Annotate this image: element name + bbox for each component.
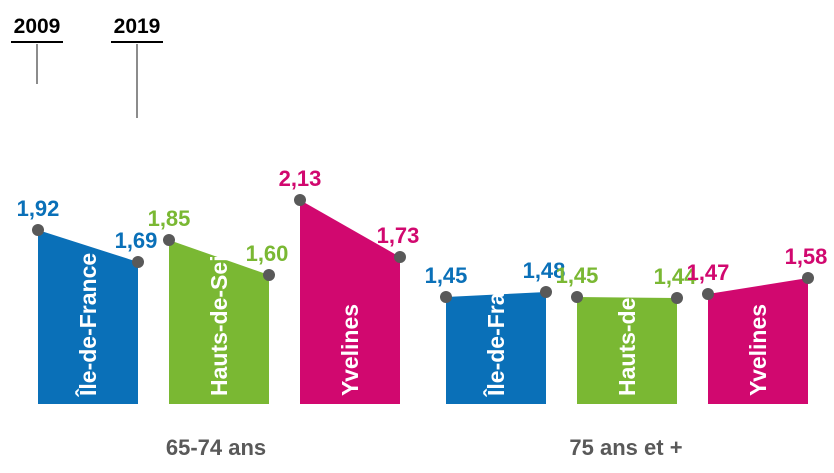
bar-75-ans-et-ile-de-france (446, 292, 546, 404)
bar-label-75-ans-et-ile-de-france: Île-de-France (482, 253, 509, 397)
marker-65-74-ans-yvelines-2019 (394, 251, 406, 263)
bars-layer (32, 194, 814, 404)
marker-65-74-ans-hauts-de-seine-2019 (263, 269, 275, 281)
value-label-75-ans-et-ile-de-france-2019: 1,48 (523, 258, 566, 283)
value-label-75-ans-et-yvelines-2019: 1,58 (785, 244, 828, 269)
value-label-65-74-ans-ile-de-france-2009: 1,92 (17, 196, 60, 221)
bar-label-65-74-ans-ile-de-france: Île-de-France (74, 253, 101, 397)
value-label-75-ans-et-hauts-de-seine-2019: 1,44 (654, 264, 698, 289)
bar-65-74-ans-ile-de-france (38, 230, 138, 404)
marker-65-74-ans-yvelines-2009 (294, 194, 306, 206)
marker-75-ans-et-ile-de-france-2019 (540, 286, 552, 298)
value-label-65-74-ans-hauts-de-seine-2019: 1,60 (246, 241, 289, 266)
value-label-75-ans-et-yvelines-2009: 1,47 (687, 260, 730, 285)
group-label-65-74-ans: 65-74 ans (166, 435, 266, 460)
value-label-65-74-ans-ile-de-france-2019: 1,69 (115, 228, 158, 253)
value-label-65-74-ans-hauts-de-seine-2009: 1,85 (148, 206, 191, 231)
marker-65-74-ans-ile-de-france-2009 (32, 224, 44, 236)
marker-75-ans-et-ile-de-france-2009 (440, 291, 452, 303)
bar-65-74-ans-hauts-de-seine (169, 240, 269, 404)
bar-65-74-ans-yvelines (300, 200, 400, 404)
bar-label-65-74-ans-yvelines: Yvelines (337, 304, 363, 396)
bar-label-65-74-ans-hauts-de-seine: Hauts-de-Seine (206, 229, 232, 396)
bar-label-75-ans-et-yvelines: Yvelines (745, 304, 771, 396)
labels-layer: 1,92 1,69 Île-de-France 1,85 1,60 Hauts-de-Se… (17, 166, 828, 460)
bar-label-75-ans-et-hauts-de-seine: Hauts-de-Seine (614, 229, 640, 396)
group-label-75-ans-et: 75 ans et + (569, 435, 682, 460)
marker-65-74-ans-ile-de-france-2019 (132, 256, 144, 268)
year-label-2019: 2019 (114, 15, 161, 38)
value-label-75-ans-et-hauts-de-seine-2009: 1,45 (556, 263, 599, 288)
bar-75-ans-et-yvelines (708, 278, 808, 404)
marker-75-ans-et-yvelines-2009 (702, 288, 714, 300)
value-label-75-ans-et-ile-de-france-2009: 1,45 (425, 263, 468, 288)
marker-75-ans-et-yvelines-2019 (802, 272, 814, 284)
marker-75-ans-et-hauts-de-seine-2019 (671, 292, 683, 304)
value-label-65-74-ans-yvelines-2009: 2,13 (279, 166, 322, 191)
marker-65-74-ans-hauts-de-seine-2009 (163, 234, 175, 246)
value-label-65-74-ans-yvelines-2019: 1,73 (377, 223, 420, 248)
bar-75-ans-et-hauts-de-seine (577, 297, 677, 404)
marker-75-ans-et-hauts-de-seine-2009 (571, 291, 583, 303)
year-label-2009: 2009 (14, 15, 61, 38)
year-legend: 2009 2019 (11, 15, 163, 118)
